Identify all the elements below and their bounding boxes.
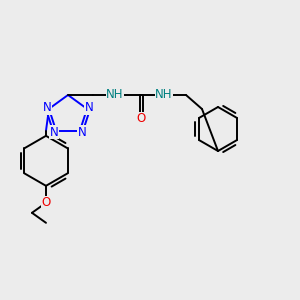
Text: N: N: [85, 101, 93, 114]
Text: N: N: [50, 126, 58, 139]
Text: NH: NH: [106, 88, 124, 101]
Text: O: O: [41, 196, 51, 209]
Text: O: O: [136, 112, 146, 125]
Text: N: N: [77, 126, 86, 139]
Text: NH: NH: [155, 88, 173, 101]
Text: N: N: [43, 101, 51, 114]
